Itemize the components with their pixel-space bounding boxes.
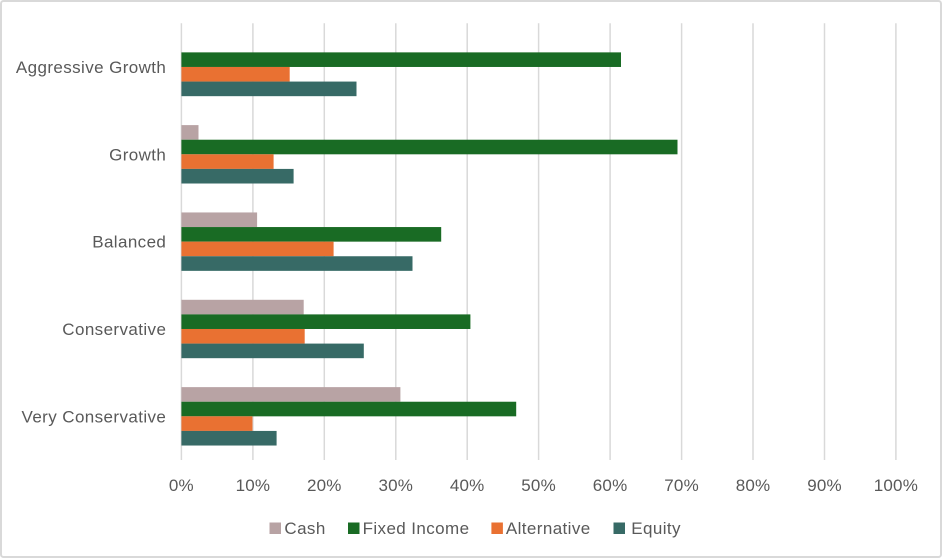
- svg-text:70%: 70%: [664, 476, 699, 495]
- svg-text:60%: 60%: [593, 476, 628, 495]
- svg-text:20%: 20%: [307, 476, 342, 495]
- svg-text:Balanced: Balanced: [92, 233, 166, 252]
- svg-text:Conservative: Conservative: [62, 320, 166, 339]
- svg-text:Alternative: Alternative: [506, 519, 591, 538]
- svg-text:Growth: Growth: [109, 145, 166, 164]
- svg-text:Equity: Equity: [631, 519, 681, 538]
- svg-text:10%: 10%: [236, 476, 271, 495]
- svg-text:50%: 50%: [521, 476, 556, 495]
- svg-text:Cash: Cash: [284, 519, 325, 538]
- svg-text:Aggressive Growth: Aggressive Growth: [16, 58, 166, 77]
- svg-text:100%: 100%: [874, 476, 918, 495]
- svg-text:90%: 90%: [807, 476, 842, 495]
- svg-text:0%: 0%: [169, 476, 194, 495]
- svg-text:80%: 80%: [736, 476, 771, 495]
- svg-text:30%: 30%: [378, 476, 413, 495]
- svg-text:Very Conservative: Very Conservative: [22, 407, 167, 426]
- svg-text:Fixed Income: Fixed Income: [363, 519, 470, 538]
- svg-text:40%: 40%: [450, 476, 485, 495]
